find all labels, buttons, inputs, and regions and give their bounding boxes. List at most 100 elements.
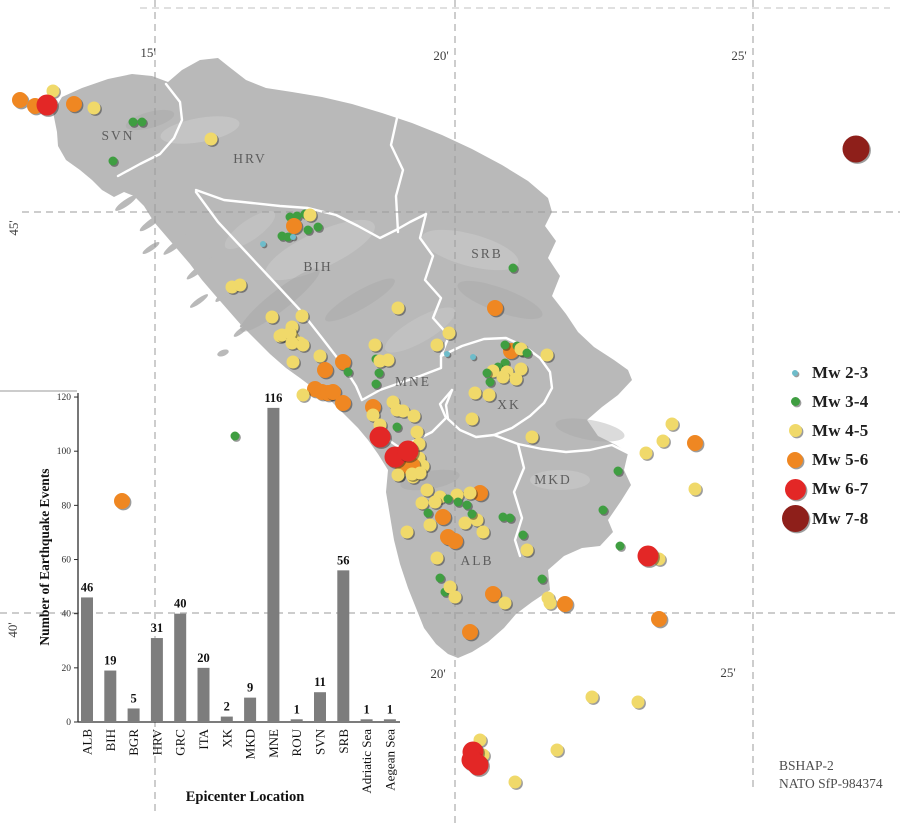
bar-value-label: 1: [294, 702, 300, 716]
border-line: [512, 442, 526, 558]
epicenter-marker-mw5-6: [651, 611, 667, 627]
epicenter-marker-mw4-5: [468, 386, 482, 400]
epicenter-marker-mw4-5: [400, 525, 414, 539]
y-tick-label: 120: [57, 393, 72, 403]
country-label-hrv: HRV: [233, 151, 266, 166]
x-category-label: ROU: [289, 728, 304, 756]
grid-label: 20': [430, 666, 445, 681]
epicenter-marker-mw4-5: [631, 695, 645, 709]
border-line: [376, 388, 454, 450]
epicenter-marker-mw4-5: [476, 525, 490, 539]
epicenter-marker-mw4-5: [415, 496, 429, 510]
epicenter-marker-mw5-6: [447, 533, 463, 549]
relief-texture: [125, 109, 625, 491]
island: [239, 304, 267, 328]
epicenter-marker-mw5-6: [114, 493, 130, 509]
epicenter-marker-mw4-5: [482, 388, 496, 402]
magnitude-class-dot-icon: [790, 397, 800, 407]
relief-shade: [530, 470, 590, 490]
legend-item: Mw 4-5: [778, 416, 898, 445]
country-label-bih: BIH: [303, 259, 332, 274]
epicenter-marker-mw5-6: [557, 596, 573, 612]
bar-aegean-sea: [383, 719, 396, 722]
epicenter-marker-mw5-6: [487, 300, 503, 316]
epicenter-marker-mw5-6: [472, 485, 488, 501]
bar-value-label: 1: [387, 702, 393, 716]
legend-item-label: Mw 6-7: [812, 479, 869, 499]
legend-item: Mw 5-6: [778, 446, 898, 475]
x-category-label: GRC: [173, 729, 188, 756]
magnitude-class-dot-icon: [788, 424, 802, 438]
epicenter-marker-mw2-3: [444, 351, 450, 357]
legend-item-label: Mw 7-8: [812, 508, 869, 528]
country-label-srb: SRB: [471, 246, 503, 261]
border-line: [360, 354, 443, 402]
y-tick-label: 100: [57, 447, 72, 457]
bar-bih: [104, 670, 117, 722]
relief-shade: [265, 219, 375, 281]
magnitude-class-dot-icon: [787, 452, 803, 469]
epicenter-marker-mw4-5: [265, 310, 279, 324]
epicenter-marker-mw4-5: [520, 543, 534, 557]
epicenter-marker-mw4-5: [508, 775, 522, 789]
country-labels: SVN HRV BIH SRB MNE XK MKD ALB: [101, 128, 569, 568]
epicenter-marker-mw3-4: [371, 379, 381, 389]
island: [189, 294, 209, 308]
x-category-label: SRB: [336, 729, 351, 754]
bar-value-label: 40: [174, 597, 187, 611]
epicenter-marker-mw4-5: [368, 338, 382, 352]
epicenter-marker-mw3-4: [435, 573, 445, 583]
grid-label: 15': [140, 45, 155, 60]
bar-value-label: 2: [224, 700, 230, 714]
epicenter-marker-mw3-4: [303, 225, 313, 235]
legend-item: Mw 7-8: [778, 504, 898, 533]
epicenter-marker-mw4-5: [688, 482, 702, 496]
epicenter-marker-mw3-4: [613, 466, 623, 476]
epicenter-marker-mw3-4: [522, 348, 532, 358]
epicenter-marker-mw4-5: [46, 84, 60, 98]
legend-dot-column: [778, 424, 812, 438]
x-category-label: Adriatic Sea: [359, 729, 374, 794]
bar-adriatic-sea: [360, 719, 373, 722]
epicenter-marker-mw5-6: [462, 624, 478, 640]
epicenter-marker-mw4-5: [550, 743, 564, 757]
legend-dot-column: [778, 397, 812, 407]
epicenter-marker-mw3-4: [462, 500, 472, 510]
bar-mne: [267, 407, 280, 722]
epicenter-marker-mw5-6: [687, 435, 703, 451]
bar-svn: [314, 692, 326, 722]
grid-label: 20': [433, 48, 448, 63]
border-line: [439, 336, 554, 439]
chart-y-axis-title: Number of Earthquake Events: [37, 468, 52, 645]
epicenter-marker-mw4-5: [296, 338, 310, 352]
bar-value-label: 9: [247, 681, 253, 695]
country-label-svn: SVN: [101, 128, 134, 143]
grid-label: 40': [5, 622, 20, 637]
y-tick-label: 40: [62, 610, 72, 620]
epicenter-marker-mw4-5: [391, 301, 405, 315]
bar-value-label: 19: [104, 654, 117, 668]
y-tick-label: 60: [62, 556, 72, 566]
bar-bgr: [127, 708, 140, 722]
epicenter-marker-mw4-5: [303, 208, 317, 222]
bar-value-label: 56: [337, 553, 350, 567]
epicenter-marker-mw6-7: [369, 426, 391, 448]
island: [186, 256, 216, 280]
legend-item: Mw 3-4: [778, 387, 898, 416]
epicenter-marker-mw5-6: [66, 96, 82, 112]
bar-value-label: 5: [130, 691, 136, 705]
epicenter-marker-mw4-5: [443, 580, 457, 594]
epicenter-marker-mw4-5: [463, 486, 477, 500]
epicenter-marker-mw4-5: [296, 388, 310, 402]
epicenter-marker-mw4-5: [458, 516, 472, 530]
epicenter-marker-mw2-3: [290, 234, 296, 240]
epicenter-marker-mw5-6: [286, 218, 302, 234]
epicenter-marker-mw4-5: [87, 101, 101, 115]
epicenter-marker-mw3-4: [137, 117, 147, 127]
epicenter-marker-mw4-5: [496, 370, 510, 384]
relief-shade: [325, 278, 395, 322]
epicenter-marker-mw4-5: [233, 278, 247, 292]
epicenter-marker-mw4-5: [413, 466, 427, 480]
x-category-label: XK: [219, 728, 234, 747]
